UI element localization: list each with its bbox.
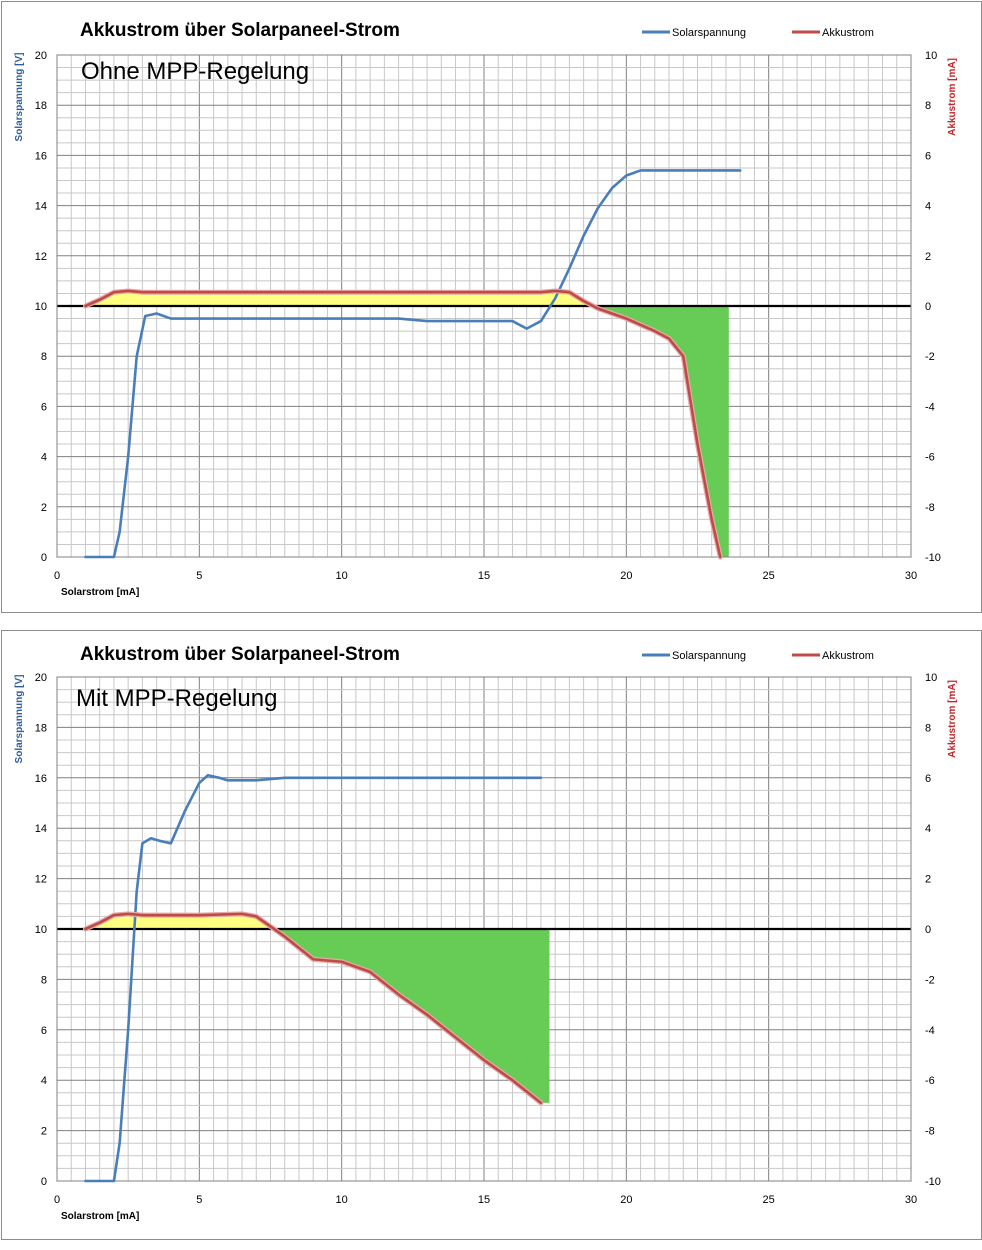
chart-mit-mpp: 0 5 10 15 20 25 3002468101214161820-10-8-6-4-2… — [14, 644, 958, 1222]
y2-tick-label: -10 — [925, 1176, 941, 1188]
y2-tick-label: 4 — [925, 823, 931, 835]
y-tick-label: 14 — [35, 201, 47, 213]
y-axis-label: Solarspannung [V] — [14, 675, 25, 764]
y2-tick-label: 2 — [925, 874, 931, 886]
y2-tick-label: 6 — [925, 150, 931, 162]
chart-title: Akkustrom über Solarpaneel-Strom — [80, 644, 400, 665]
y2-tick-label: 0 — [925, 924, 931, 936]
series-akkustrom-line — [84, 289, 722, 559]
y-tick-label: 12 — [35, 251, 47, 263]
series-solarspannung-line — [84, 169, 742, 559]
y2-tick-label: -4 — [925, 1025, 935, 1037]
x-tick-label: 20 — [620, 1194, 632, 1206]
x-tick-label: 10 — [336, 1194, 348, 1206]
y-tick-label: 12 — [35, 874, 47, 886]
legend: Solarspannung Akkustrom — [642, 27, 874, 39]
x-tick-label: 5 — [196, 570, 202, 582]
x-tick-label: 0 — [54, 570, 60, 582]
x-tick-label: 25 — [763, 570, 775, 582]
x-tick-label: 30 — [905, 1194, 917, 1206]
y-tick-label: 16 — [35, 150, 47, 162]
y-tick-label: 8 — [41, 351, 47, 363]
y2-tick-label: 8 — [925, 100, 931, 112]
y2-tick-label: -6 — [925, 1075, 935, 1087]
x-axis-label: Solarstrom [mA] — [61, 1211, 139, 1222]
plot-area-border — [56, 54, 912, 558]
y-tick-label: 2 — [41, 1126, 47, 1138]
y-tick-label: 8 — [41, 974, 47, 986]
charge-area — [85, 913, 275, 929]
y-tick-label: 20 — [35, 50, 47, 62]
legend-label-solarspannung: Solarspannung — [672, 650, 746, 662]
legend-label-akkustrom: Akkustrom — [822, 27, 874, 39]
chart-subtitle: Ohne MPP-Regelung — [81, 58, 309, 85]
y-tick-label: 10 — [35, 924, 47, 936]
x-tick-label: 15 — [478, 570, 490, 582]
x-tick-label: 20 — [620, 570, 632, 582]
y2-tick-label: -4 — [925, 401, 935, 413]
y2-tick-label: -2 — [925, 351, 935, 363]
y-tick-label: 10 — [35, 301, 47, 313]
chart-subtitle: Mit MPP-Regelung — [76, 685, 277, 712]
y-axis-label: Solarspannung [V] — [14, 53, 25, 142]
charge-area — [85, 290, 594, 306]
x-axis-label: Solarstrom [mA] — [61, 587, 139, 598]
y2-tick-label: 8 — [925, 722, 931, 734]
y-tick-label: 20 — [35, 672, 47, 684]
y-tick-label: 14 — [35, 823, 47, 835]
legend-label-solarspannung: Solarspannung — [672, 27, 746, 39]
x-tick-label: 30 — [905, 570, 917, 582]
x-tick-label: 25 — [763, 1194, 775, 1206]
y2-tick-label: -10 — [925, 552, 941, 564]
y2-axis-label: Akkustrom [mA] — [947, 58, 958, 136]
y-tick-label: 0 — [41, 552, 47, 564]
y-tick-label: 2 — [41, 502, 47, 514]
y-tick-label: 4 — [41, 1075, 47, 1087]
x-tick-label: 0 — [54, 1194, 60, 1206]
legend-label-akkustrom: Akkustrom — [822, 650, 874, 662]
x-tick-label: 15 — [478, 1194, 490, 1206]
x-tick-label: 5 — [196, 1194, 202, 1206]
y-tick-label: 6 — [41, 401, 47, 413]
legend: Solarspannung Akkustrom — [642, 650, 874, 662]
series-solarspannung-line — [84, 773, 543, 1183]
y-tick-label: 4 — [41, 452, 47, 464]
series-akkustrom-line — [84, 912, 543, 1105]
chart-title: Akkustrom über Solarpaneel-Strom — [80, 20, 400, 41]
y2-tick-label: -8 — [925, 502, 935, 514]
y-tick-label: 18 — [35, 722, 47, 734]
y2-tick-label: -2 — [925, 974, 935, 986]
chart-panel-ohne-mpp: 0 5 10 15 20 25 30 0 2 4 6 8 10 12 14 16 18 20 -10 -8 -6 -4 -2… — [1, 1, 982, 613]
y2-tick-label: 10 — [925, 672, 937, 684]
discharge-area — [593, 306, 729, 557]
discharge-area — [274, 929, 550, 1103]
y-tick-label: 0 — [41, 1176, 47, 1188]
y2-axis-label: Akkustrom [mA] — [947, 680, 958, 758]
y-tick-label: 16 — [35, 773, 47, 785]
y2-tick-label: 2 — [925, 251, 931, 263]
y2-tick-label: 0 — [925, 301, 931, 313]
y2-tick-label: -8 — [925, 1126, 935, 1138]
y-tick-label: 6 — [41, 1025, 47, 1037]
y2-tick-label: 4 — [925, 201, 931, 213]
chart-ohne-mpp: 0 5 10 15 20 25 3002468101214161820-10-8-6-4-2… — [14, 20, 958, 598]
y-tick-label: 18 — [35, 100, 47, 112]
y2-tick-label: -6 — [925, 452, 935, 464]
plot-area-border — [56, 676, 912, 1182]
x-tick-label: 10 — [336, 570, 348, 582]
chart-panel-mit-mpp: 0 5 10 15 20 25 30 0 2 4 6 8 10 12 14 16 18 20 -10 -8 -6 -4 -2… — [1, 630, 982, 1240]
y2-tick-label: 6 — [925, 773, 931, 785]
y2-tick-label: 10 — [925, 50, 937, 62]
